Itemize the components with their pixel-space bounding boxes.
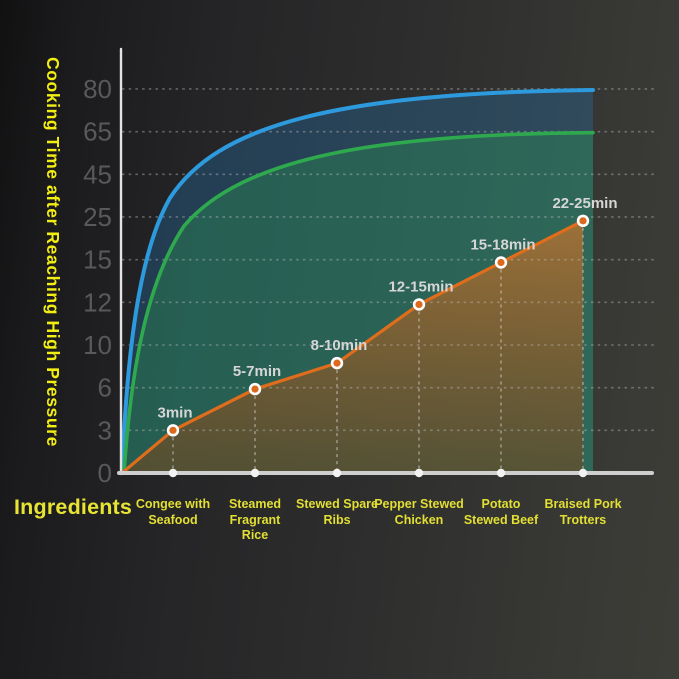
y-tick-label: 45: [83, 159, 112, 189]
data-point: [497, 258, 505, 267]
y-tick-label: 15: [83, 245, 112, 275]
y-axis-title: Cooking Time after Reaching High Pressur…: [43, 57, 63, 447]
point-label: 8-10min: [311, 337, 368, 354]
y-tick-label: 25: [83, 202, 112, 232]
x-axis-title: Ingredients: [14, 495, 133, 519]
y-tick-label: 0: [98, 458, 112, 488]
data-point: [169, 426, 177, 434]
baseline-dot: [332, 468, 342, 478]
baseline-dot: [578, 468, 588, 478]
baseline-dot: [168, 468, 178, 478]
y-tick-label: 10: [83, 330, 112, 360]
green-curve: [122, 130, 595, 475]
category-label: Pepper Stewed Chicken: [374, 497, 464, 527]
category-label: Stewed Spare Ribs: [296, 497, 378, 527]
point-label: 5-7min: [233, 363, 281, 380]
point-label: 12-15min: [388, 278, 453, 295]
data-point: [333, 359, 341, 367]
point-label: 3min: [157, 404, 192, 421]
y-tick-label: 80: [83, 74, 112, 104]
y-tick-label: 6: [98, 373, 112, 403]
point-label: 15-18min: [470, 236, 535, 253]
data-point: [251, 385, 259, 393]
data-point: [579, 217, 587, 225]
y-tick-label: 12: [83, 287, 112, 317]
category-label: Steamed Fragrant Rice: [228, 497, 282, 543]
category-label: Braised Pork Trotters: [544, 497, 622, 527]
baseline-dot: [250, 468, 260, 478]
orange-series-area: [122, 220, 583, 473]
y-tick-label: 65: [83, 117, 112, 147]
category-label: Congee with Seafood: [135, 497, 211, 527]
category-label: Potato Stewed Beef: [463, 497, 539, 527]
baseline-dot: [496, 468, 506, 478]
y-tick-label: 3: [98, 415, 112, 445]
point-label: 22-25min: [552, 195, 617, 212]
baseline-dot: [414, 468, 424, 478]
blue-curve: [120, 87, 595, 475]
data-point: [415, 300, 423, 309]
